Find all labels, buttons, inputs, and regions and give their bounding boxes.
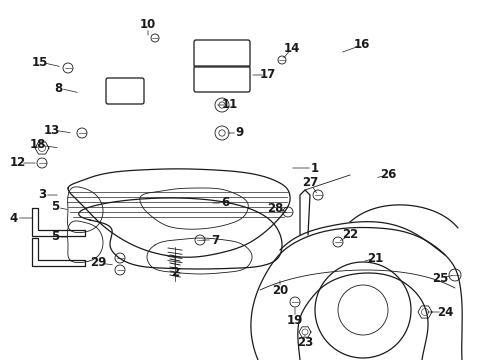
Text: 13: 13 [44,123,60,136]
Text: 1: 1 [310,162,318,175]
Text: 2: 2 [171,266,179,279]
Text: 10: 10 [140,18,156,31]
Text: 28: 28 [266,202,283,215]
Text: 19: 19 [286,314,303,327]
Text: 23: 23 [296,336,312,348]
Text: 29: 29 [90,256,106,270]
Text: 14: 14 [283,41,300,54]
Text: 3: 3 [38,189,46,202]
Text: 12: 12 [10,157,26,170]
Text: 25: 25 [431,271,447,284]
Text: 7: 7 [210,234,219,247]
Text: 15: 15 [32,55,48,68]
Text: 26: 26 [379,168,395,181]
Text: 5: 5 [51,201,59,213]
Text: 8: 8 [54,81,62,94]
Text: 27: 27 [301,176,318,189]
Text: 11: 11 [222,99,238,112]
Text: 4: 4 [10,211,18,225]
Text: 16: 16 [353,39,369,51]
Text: 22: 22 [341,229,357,242]
Text: 17: 17 [259,68,276,81]
Text: 24: 24 [436,306,452,319]
Text: 9: 9 [235,126,244,139]
Text: 20: 20 [271,284,287,297]
Text: 6: 6 [221,197,229,210]
Text: 18: 18 [30,139,46,152]
Text: 21: 21 [366,252,382,265]
Text: 5: 5 [51,230,59,243]
